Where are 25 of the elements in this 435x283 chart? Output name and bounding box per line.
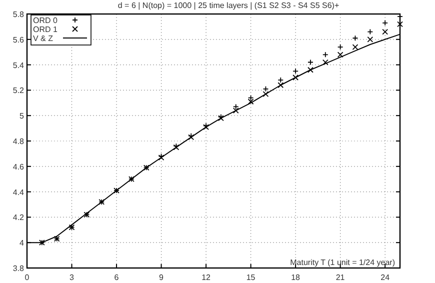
y-tick-label: 3.8 — [12, 264, 25, 273]
legend-label: V & Z — [33, 34, 54, 43]
x-tick-label: 0 — [24, 273, 30, 282]
x-tick-label: 18 — [291, 273, 301, 282]
x-tick-label: 12 — [202, 273, 212, 282]
y-tick-label: 5.6 — [12, 35, 25, 44]
x-tick-label: 21 — [336, 273, 346, 282]
legend-label: ORD 0 — [33, 16, 58, 25]
y-tick-label: 4.6 — [12, 162, 25, 172]
y-tick-label: 5.8 — [12, 10, 25, 19]
y-tick-label: 4.8 — [12, 137, 25, 146]
x-tick-label: 3 — [70, 273, 75, 282]
x-tick-label: 24 — [380, 273, 390, 282]
x-tick-label: 15 — [246, 273, 256, 282]
chart-title: d = 6 | N(top) = 1000 | 25 time layers | (S1 S2 S3 - S4 S5 S6)+ — [118, 1, 340, 10]
x-tick-label: 6 — [114, 273, 120, 282]
y-tick-label: 4.2 — [12, 213, 25, 222]
legend-label: ORD 1 — [33, 25, 58, 34]
y-tick-label: 4.4 — [12, 188, 25, 197]
y-tick-label: 5 — [20, 112, 25, 121]
x-tick-label: 9 — [159, 273, 164, 282]
x-axis-title: Maturity T (1 unit = 1/24 year) — [290, 258, 396, 267]
y-tick-label: 5.2 — [12, 86, 25, 96]
y-tick-label: 5.4 — [12, 60, 25, 70]
y-tick-label: 4 — [20, 238, 25, 248]
